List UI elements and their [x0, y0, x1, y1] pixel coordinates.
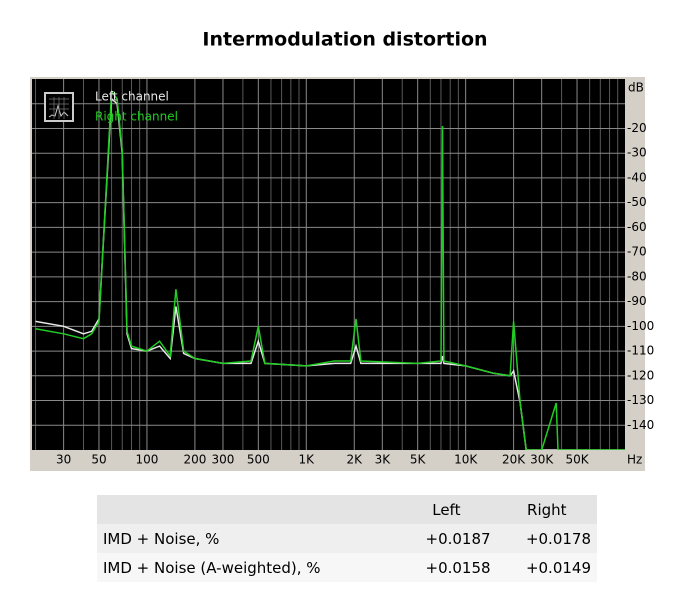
legend-label: Left channel [95, 90, 169, 104]
cell: +0.0149 [525, 558, 591, 577]
x-tick-label: 500 [247, 453, 270, 467]
table-header: Left Right [97, 495, 597, 524]
header-cell: Right [527, 500, 567, 519]
chart-title: Intermodulation distortion [202, 29, 487, 51]
cell: +0.0178 [525, 529, 591, 548]
x-tick-label: 5K [410, 453, 427, 467]
x-tick-label: 300 [212, 453, 235, 467]
x-tick-label: 1K [299, 453, 316, 467]
y-tick-label: -70 [627, 245, 647, 259]
cell: +0.0158 [425, 558, 491, 577]
y-tick-label: -90 [627, 294, 647, 308]
y-tick-label: -40 [627, 170, 647, 184]
x-tick-label: 100 [135, 453, 158, 467]
x-tick-label: 30K [530, 453, 554, 467]
cell: +0.0187 [425, 529, 491, 548]
y-tick-label: -30 [627, 146, 647, 160]
x-tick-label: 2K [347, 453, 364, 467]
x-tick-label: 50 [91, 453, 106, 467]
y-tick-label: -130 [627, 393, 654, 407]
legend-icon [44, 92, 74, 122]
x-tick-label: 20K [502, 453, 526, 467]
x-tick-label: 3K [375, 453, 392, 467]
x-tick-label: 10K [454, 453, 478, 467]
header-cell: Left [432, 500, 461, 519]
header-cell [97, 495, 396, 524]
legend-label: Right channel [95, 110, 178, 124]
y-unit: dB [628, 81, 644, 95]
y-tick-label: -120 [627, 368, 654, 382]
results-table: Left Right IMD + Noise, % +0.0187 +0.017… [97, 495, 597, 582]
y-tick-label: -110 [627, 344, 654, 358]
y-tick-label: -80 [627, 269, 647, 283]
y-tick-label: -50 [627, 195, 647, 209]
y-tick-label: -60 [627, 220, 647, 234]
x-unit: Hz [627, 453, 642, 467]
plot-area [32, 79, 625, 450]
series-line [35, 89, 625, 450]
chart: Intermodulation distortion 30 50 100 200 300… [30, 29, 654, 471]
table-row: IMD + Noise, % +0.0187 +0.0178 [97, 524, 597, 553]
row-label: IMD + Noise, % [103, 529, 220, 548]
table-row: IMD + Noise (A-weighted), % +0.0158 +0.0… [97, 553, 597, 582]
x-tick-label: 200 [183, 453, 206, 467]
y-tick-label: -140 [627, 418, 654, 432]
x-tick-label: 50K [565, 453, 589, 467]
y-tick-label: -100 [627, 319, 654, 333]
row-label: IMD + Noise (A-weighted), % [103, 558, 321, 577]
y-tick-label: -20 [627, 121, 647, 135]
x-tick-label: 30 [56, 453, 71, 467]
